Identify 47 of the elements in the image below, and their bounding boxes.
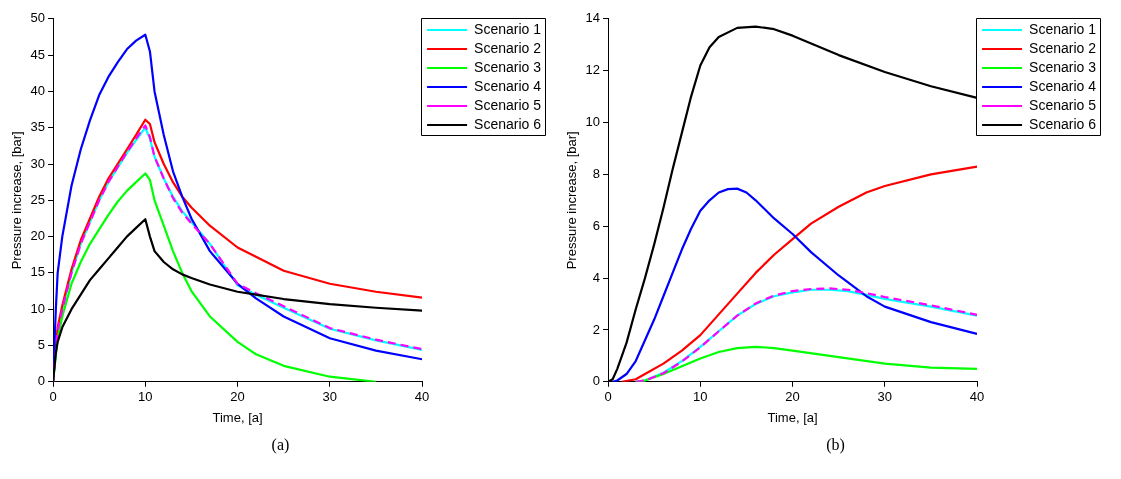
x-tick-label: 40: [969, 389, 985, 405]
y-tick-label: 4: [592, 269, 601, 285]
legend-label: Scenario 6: [1029, 115, 1097, 132]
y-axis-title: Pressure increase, [bar]: [9, 131, 25, 270]
x-tick-label: 30: [322, 389, 338, 405]
y-tick-label: 12: [585, 62, 601, 78]
legend-label: Scenario 6: [474, 115, 542, 132]
x-axis-title: Time, [a]: [767, 409, 818, 425]
x-axis-title: Time, [a]: [212, 409, 263, 425]
y-tick-label: 35: [30, 119, 46, 135]
legend-label: Scenario 3: [474, 58, 542, 75]
text: (a): [271, 436, 290, 454]
legend-label: Scenario 2: [474, 39, 542, 56]
y-tick-label: 5: [37, 337, 46, 353]
y-tick-label: 6: [592, 217, 601, 233]
y-tick-label: 0: [592, 373, 601, 389]
x-tick-label: 40: [414, 389, 430, 405]
y-tick-label: 14: [585, 10, 601, 26]
y-tick-label: 15: [30, 264, 46, 280]
y-tick-label: 20: [30, 228, 46, 244]
y-tick-label: 30: [30, 155, 46, 171]
y-tick-label: 40: [30, 82, 46, 98]
y-tick-label: 2: [592, 321, 601, 337]
legend-label: Scenario 2: [1029, 39, 1097, 56]
x-tick-label: 10: [693, 389, 708, 405]
legend-label: Scenario 1: [474, 20, 542, 37]
y-tick-label: 10: [585, 114, 601, 130]
legend-label: Scenario 5: [474, 96, 542, 113]
legend-label: Scenario 4: [474, 77, 542, 94]
y-tick-label: 45: [30, 46, 46, 62]
x-tick-label: 20: [230, 389, 245, 405]
legend-label: Scenario 4: [1029, 77, 1097, 94]
text: (b): [826, 436, 845, 454]
x-tick-label: 30: [877, 389, 893, 405]
legend-label: Scenario 1: [1029, 20, 1097, 37]
x-tick-label: 0: [604, 389, 612, 405]
y-tick-label: 25: [30, 191, 46, 207]
y-tick-label: 50: [30, 10, 46, 26]
y-axis-title: Pressure increase, [bar]: [564, 131, 580, 270]
y-tick-label: 0: [37, 373, 46, 389]
legend-label: Scenario 3: [1029, 58, 1097, 75]
x-tick-label: 0: [49, 389, 57, 405]
x-tick-label: 20: [785, 389, 800, 405]
y-tick-label: 10: [30, 300, 46, 316]
x-tick-label: 10: [138, 389, 153, 405]
legend-label: Scenario 5: [1029, 96, 1097, 113]
y-tick-label: 8: [592, 165, 601, 181]
